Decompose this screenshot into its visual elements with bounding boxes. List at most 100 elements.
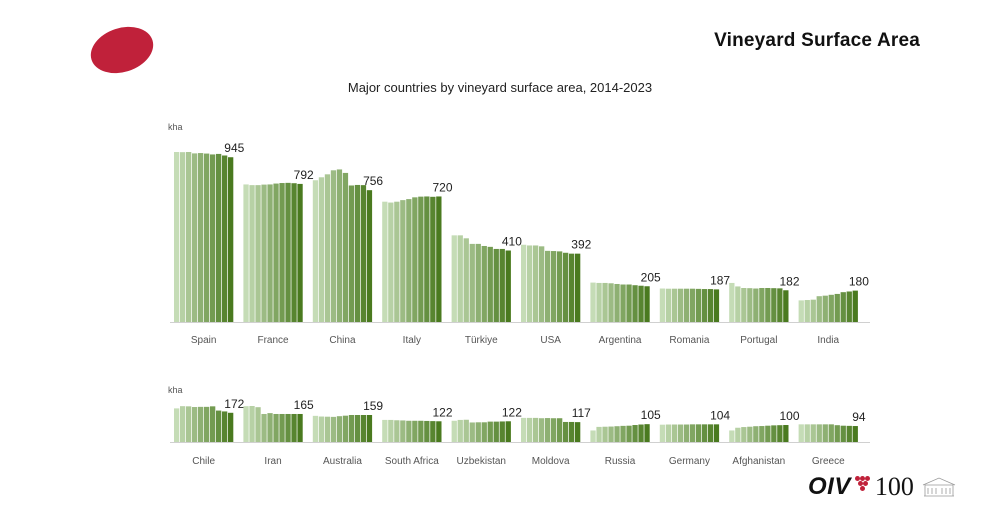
bar-usa-2014 [521, 244, 527, 322]
bar-india-2014 [798, 300, 804, 322]
bar-iran-2017 [261, 413, 267, 442]
bar-russia-2020 [626, 425, 632, 442]
bar-spain-2021 [216, 153, 222, 322]
y-axis-label: kha [168, 122, 183, 132]
bar-usa-2015 [527, 245, 533, 322]
bar-romania-2016 [671, 288, 678, 322]
bar-moldova-2023 [575, 422, 581, 442]
bar-usa-2021 [563, 252, 569, 322]
bar-uzbekistan-2015 [457, 419, 463, 442]
bar-afghanistan-2014 [729, 430, 735, 442]
bar-usa-2018 [545, 250, 551, 322]
data-label: 410 [502, 235, 522, 249]
bar-spain-2019 [204, 153, 210, 322]
bar-argentina-2016 [602, 282, 608, 322]
bar-australia-2014 [312, 415, 319, 442]
bar-italy-2021 [424, 196, 430, 322]
bar-russia-2023 [644, 424, 650, 442]
bar-russia-2021 [632, 425, 638, 442]
bar-australia-2020 [348, 415, 355, 442]
bar-romania-2018 [683, 288, 690, 322]
bar-france-2018 [267, 184, 273, 322]
bar-usa-2016 [533, 245, 539, 322]
bar-afghanistan-2021 [771, 425, 777, 442]
bar-chile-2018 [198, 406, 204, 442]
data-label: 159 [363, 399, 383, 413]
bar-türkiye-2019 [481, 245, 487, 322]
bar-uzbekistan-2017 [469, 422, 475, 442]
bar-germany-2023 [713, 424, 720, 442]
bar-moldova-2021 [563, 421, 569, 442]
x-tick-label: Moldova [532, 456, 570, 467]
bar-germany-2015 [665, 424, 672, 442]
bar-afghanistan-2022 [777, 425, 783, 442]
data-label: 945 [224, 141, 244, 155]
bar-greece-2023 [852, 426, 858, 442]
data-label: 100 [779, 409, 799, 423]
bar-chile-2015 [180, 406, 186, 442]
y-axis-label: kha [168, 385, 183, 395]
bar-usa-2022 [569, 253, 575, 322]
bar-china-2017 [330, 170, 337, 322]
bar-russia-2018 [614, 426, 620, 442]
data-label: 104 [710, 408, 730, 422]
bar-south-africa-2023 [436, 421, 442, 442]
bar-chile-2020 [210, 406, 216, 442]
building-icon [922, 477, 956, 497]
bar-uzbekistan-2016 [463, 419, 469, 442]
x-tick-label: Spain [191, 335, 217, 346]
bar-south-africa-2022 [430, 421, 436, 442]
bar-china-2019 [342, 172, 349, 322]
bar-uzbekistan-2023 [505, 421, 511, 442]
bar-india-2019 [828, 294, 834, 322]
bar-russia-2014 [590, 430, 596, 442]
data-label: 165 [294, 398, 314, 412]
bar-italy-2019 [412, 197, 418, 322]
bar-türkiye-2022 [499, 248, 505, 322]
bar-türkiye-2021 [493, 248, 499, 322]
bar-china-2022 [360, 185, 367, 322]
bar-russia-2019 [620, 425, 626, 442]
bar-usa-2023 [575, 253, 581, 322]
x-tick-label: Russia [605, 456, 636, 467]
x-tick-label: Chile [192, 456, 215, 467]
x-tick-label: India [817, 335, 839, 346]
bar-italy-2017 [400, 200, 406, 322]
bar-south-africa-2017 [400, 420, 406, 442]
bar-germany-2021 [701, 424, 708, 442]
bar-moldova-2017 [539, 418, 545, 442]
bar-argentina-2023 [644, 286, 650, 322]
bar-afghanistan-2023 [783, 425, 789, 442]
bar-moldova-2022 [569, 421, 575, 442]
bar-germany-2022 [707, 424, 714, 442]
bar-russia-2017 [608, 426, 614, 442]
bar-afghanistan-2019 [759, 426, 765, 442]
x-tick-label: Afghanistan [732, 456, 785, 467]
bar-afghanistan-2017 [747, 426, 753, 442]
bar-romania-2015 [665, 288, 672, 322]
bar-france-2023 [297, 183, 303, 322]
data-label: 172 [224, 397, 244, 411]
x-tick-label: USA [540, 335, 561, 346]
bar-france-2021 [285, 182, 291, 322]
data-label: 792 [294, 168, 314, 182]
bar-australia-2015 [318, 416, 325, 442]
bar-romania-2020 [695, 288, 702, 322]
bar-russia-2016 [602, 426, 608, 442]
bar-germany-2020 [695, 424, 702, 442]
bar-south-africa-2016 [394, 420, 400, 442]
bar-chile-2021 [216, 410, 222, 442]
data-label: 122 [502, 405, 522, 419]
bar-moldova-2018 [545, 418, 551, 442]
oiv-100-logo: OIV 100 [808, 472, 956, 502]
bar-argentina-2022 [638, 285, 644, 322]
bar-france-2022 [291, 183, 297, 322]
bar-portugal-2014 [729, 282, 735, 322]
bar-france-2015 [249, 185, 255, 322]
bar-argentina-2020 [626, 284, 632, 322]
bar-moldova-2020 [557, 418, 563, 442]
data-label: 182 [779, 274, 799, 288]
bar-china-2020 [348, 185, 355, 322]
bar-uzbekistan-2022 [499, 421, 505, 442]
